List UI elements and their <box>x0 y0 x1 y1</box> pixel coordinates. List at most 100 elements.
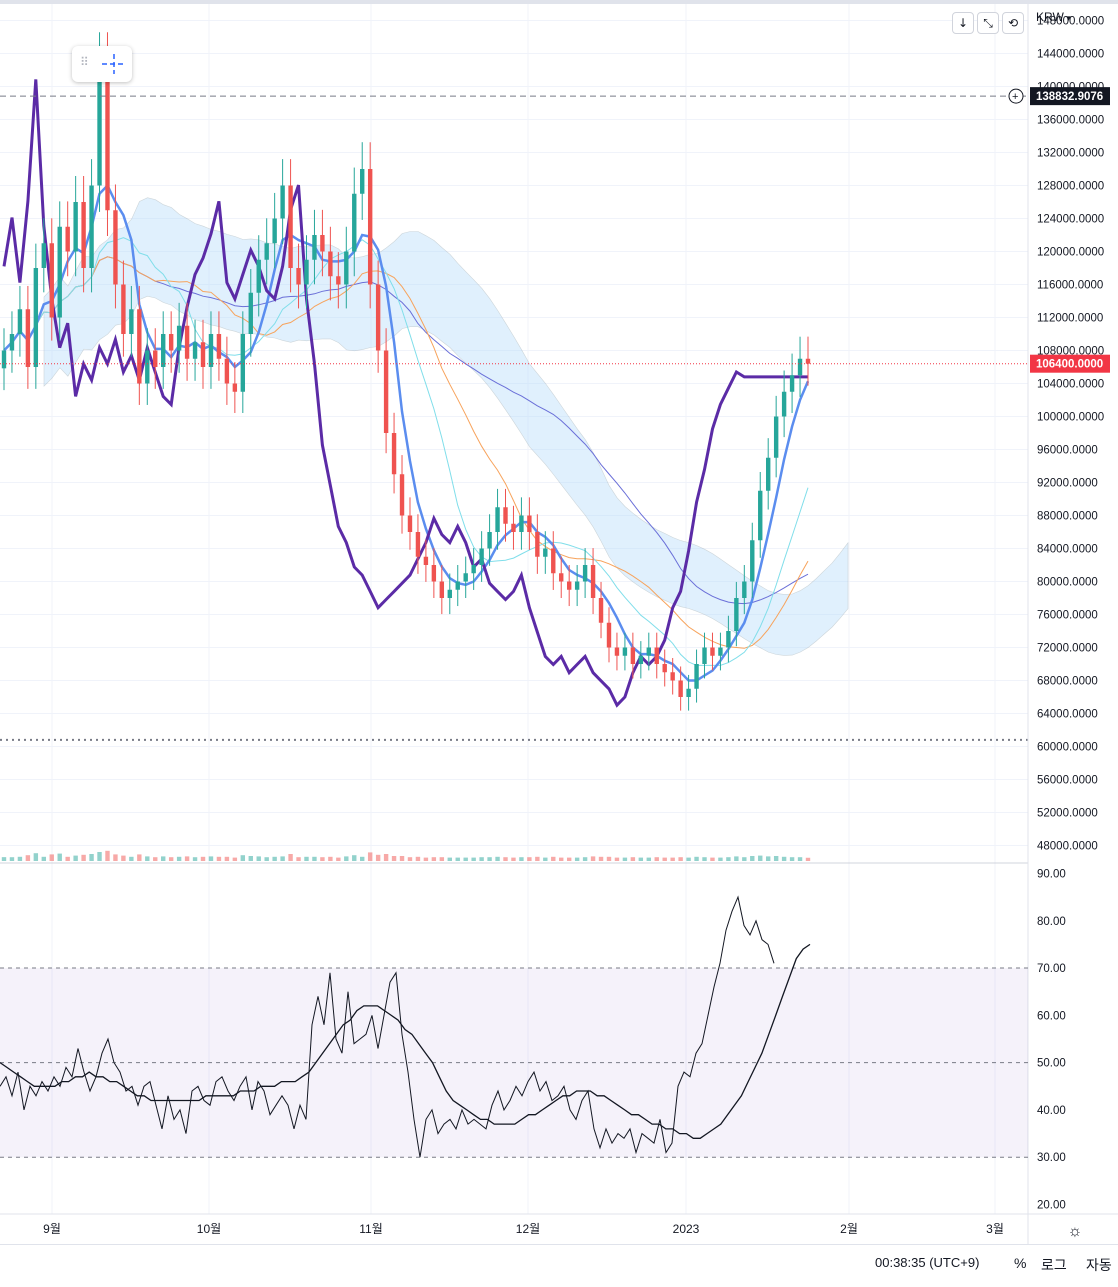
volume-bar <box>352 855 357 861</box>
candle-body <box>137 309 142 384</box>
drag-handle-icon[interactable]: ⠿ <box>80 55 89 69</box>
candle-body <box>200 342 206 367</box>
rsi-tick-label: 60.00 <box>1037 1010 1066 1022</box>
candle-body <box>543 548 548 557</box>
candles <box>1 32 811 711</box>
volume-bar <box>503 857 508 861</box>
volume-bar <box>105 850 110 861</box>
candle-body <box>487 532 492 549</box>
volume-bar <box>630 857 636 861</box>
candle-body <box>216 334 222 359</box>
candle-body <box>519 515 524 532</box>
candle-body <box>129 309 134 334</box>
price-tick-label: 48000.0000 <box>1037 841 1098 853</box>
price-tick-label: 88000.0000 <box>1037 511 1098 523</box>
rsi-tick-label: 30.00 <box>1037 1152 1066 1164</box>
volume-bar <box>694 856 699 861</box>
volume-bar <box>288 854 293 861</box>
price-tick-label: 128000.0000 <box>1037 181 1104 193</box>
chevron-down-icon: ▾ <box>1063 13 1071 23</box>
candle-body <box>352 193 357 252</box>
price-tick-label: 52000.0000 <box>1037 808 1098 820</box>
ichimoku-cloud <box>43 197 849 656</box>
volume-bar <box>742 857 747 861</box>
arrow-down-icon[interactable]: ↓ <box>952 12 974 34</box>
volume-bar <box>113 854 118 861</box>
volume-bar <box>590 856 596 861</box>
volume-bar <box>89 854 94 861</box>
reset-icon[interactable]: ⟲ <box>1002 12 1024 34</box>
gear-icon[interactable]: ☼ <box>1068 1223 1083 1240</box>
ma-blue-line <box>3 183 810 682</box>
volume-bar <box>606 856 612 861</box>
volume-bar <box>527 857 532 861</box>
candle-body <box>17 309 23 334</box>
candle-body <box>248 292 253 334</box>
candle-body <box>49 243 54 318</box>
price-markers: +138832.9076 106400.0000 <box>0 87 1110 741</box>
candle-body <box>272 218 277 244</box>
top-border <box>0 0 1118 4</box>
candle-body <box>280 185 285 219</box>
volume-bar <box>65 856 70 861</box>
candle-body <box>765 457 771 491</box>
volume-bar <box>678 857 683 861</box>
compress-icon[interactable]: ⤡ <box>977 12 999 34</box>
clock-label: 00:38:35 (UTC+9) <box>875 1255 980 1270</box>
volume-bar <box>638 857 644 861</box>
volume-bar <box>41 856 47 861</box>
price-tick-label: 112000.0000 <box>1037 313 1103 325</box>
volume-bar <box>574 857 580 861</box>
auto-button[interactable]: 자동 <box>1086 1257 1112 1273</box>
volume-bar <box>296 857 301 861</box>
candle-body <box>65 226 70 252</box>
drawing-widget[interactable]: ⠿ <box>72 46 132 82</box>
volume-bar <box>121 855 126 861</box>
volume-bar <box>383 854 389 861</box>
rsi-tick-label: 80.00 <box>1037 916 1066 928</box>
candle-body <box>41 243 47 268</box>
candle-body <box>511 523 516 532</box>
volume-bar <box>137 854 142 861</box>
candle-body <box>622 647 628 656</box>
volume-bar <box>551 856 556 861</box>
candle-body <box>551 548 556 574</box>
log-button[interactable]: 로그 <box>1041 1257 1067 1273</box>
volume-bar <box>614 857 620 861</box>
candle-body <box>495 507 500 532</box>
price-chart[interactable]: +138832.9076 106400.0000 148000.0000 14400… <box>0 0 1118 1244</box>
percent-button[interactable]: % <box>1014 1255 1027 1271</box>
candle-body <box>654 647 659 664</box>
candle-body <box>646 647 651 656</box>
candle-body <box>105 61 110 211</box>
candle-body <box>670 672 675 681</box>
candle-body <box>503 507 508 524</box>
volume-bars <box>1 850 811 861</box>
last-price-text: 106400.0000 <box>1036 359 1103 371</box>
candle-body <box>192 342 198 359</box>
candle-body <box>535 532 540 557</box>
volume-bar <box>1 857 7 861</box>
candle-body <box>463 573 468 582</box>
currency-selector[interactable]: KRW ▾ <box>1036 10 1071 24</box>
candle-body <box>781 391 787 417</box>
candle-body <box>734 598 739 631</box>
crosshair-icon[interactable] <box>100 54 128 74</box>
candle-body <box>773 416 779 458</box>
crosshair-price-text: 138832.9076 <box>1036 91 1103 103</box>
volume-bar <box>17 856 23 861</box>
candle-body <box>184 325 190 359</box>
candle-body <box>407 515 413 532</box>
rsi-ma-line <box>0 943 811 1139</box>
candle-body <box>702 647 707 664</box>
volume-bar <box>81 854 86 861</box>
volume-bar <box>248 856 253 861</box>
bottom-toolbar <box>0 1244 1118 1287</box>
price-tick-label: 68000.0000 <box>1037 676 1098 688</box>
price-tick-label: 76000.0000 <box>1037 610 1098 622</box>
volume-bar <box>471 857 476 861</box>
volume-bar <box>73 855 78 861</box>
volume-bar <box>232 857 238 861</box>
volume-bar <box>145 856 150 861</box>
volume-bar <box>431 857 437 861</box>
